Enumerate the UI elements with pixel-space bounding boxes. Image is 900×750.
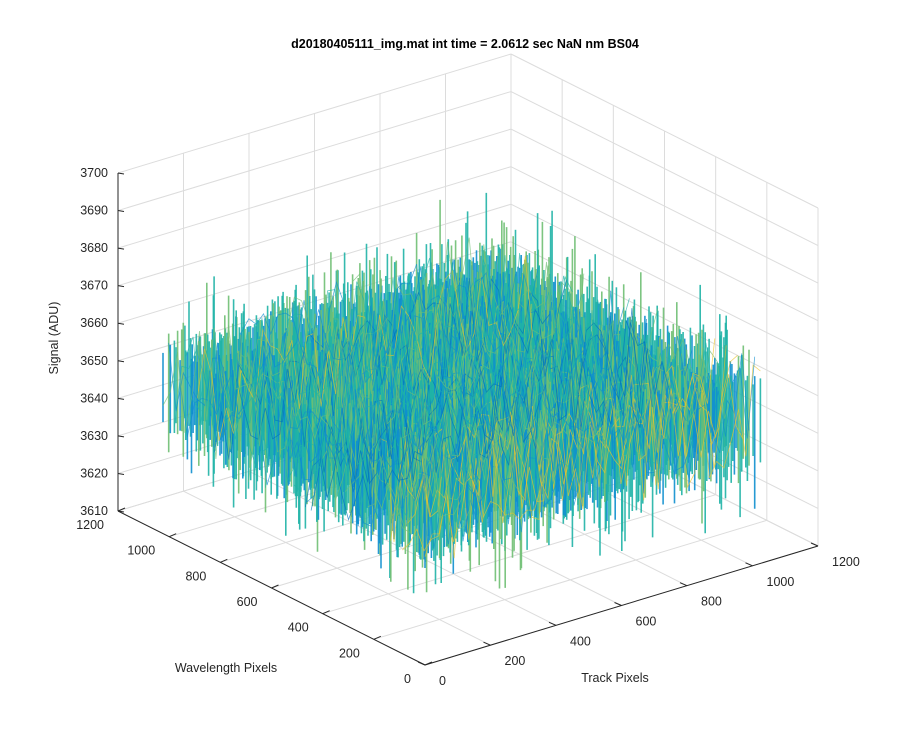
x-tick-label: 800 xyxy=(701,595,722,609)
surface-row xyxy=(242,275,579,471)
surface-row xyxy=(424,364,761,559)
z-tick-mark xyxy=(117,397,125,400)
grid-line xyxy=(510,166,819,322)
z-tick-mark xyxy=(117,247,125,250)
surface-row xyxy=(282,290,619,481)
y-tick-label: 800 xyxy=(185,569,206,583)
x-tick-label: 0 xyxy=(439,674,446,688)
x-tick-mark xyxy=(417,661,426,666)
z-tick-label: 3630 xyxy=(80,429,108,443)
y-tick-mark xyxy=(373,635,382,640)
x-tick-mark xyxy=(548,621,557,626)
grid-line xyxy=(117,128,512,249)
y-tick-label: 0 xyxy=(404,672,411,686)
surface-row xyxy=(413,353,750,554)
surface-row xyxy=(196,255,533,441)
z-tick-mark xyxy=(117,472,125,475)
z-tick-mark xyxy=(117,285,125,288)
z-tick-mark xyxy=(117,360,125,363)
x-tick-label: 600 xyxy=(636,615,657,629)
grid-line xyxy=(510,128,819,284)
surface-row xyxy=(270,301,607,457)
surface-row xyxy=(236,275,573,456)
z-tick-label: 3680 xyxy=(80,241,108,255)
surface-row xyxy=(225,261,562,442)
y-tick-mark xyxy=(220,558,228,563)
surface-row xyxy=(162,237,499,433)
z-tick-label: 3610 xyxy=(80,504,108,518)
grid-line xyxy=(510,91,819,247)
z-tick-label: 3640 xyxy=(80,391,108,405)
grid-line xyxy=(117,53,512,174)
z-tick-mark xyxy=(117,435,125,438)
z-tick-label: 3690 xyxy=(80,204,108,218)
grid-line xyxy=(322,494,716,615)
z-tick-label: 3660 xyxy=(80,316,108,330)
x-tick-mark xyxy=(679,582,688,587)
surface-row xyxy=(174,257,510,427)
z-tick-mark xyxy=(117,510,125,513)
x-tick-label: 400 xyxy=(570,634,591,648)
x-tick-mark xyxy=(810,542,819,547)
grid-line xyxy=(117,91,512,212)
z-tick-label: 3700 xyxy=(80,166,108,180)
surface-row xyxy=(327,331,664,501)
x-tick-label: 1200 xyxy=(832,555,860,569)
z-tick-label: 3670 xyxy=(80,279,108,293)
z-tick-mark xyxy=(117,172,125,175)
z-tick-mark xyxy=(117,210,125,213)
x-tick-mark xyxy=(614,602,622,606)
tick-labels: 3610 3620 3630 3640 3650 3660 3670 3680 3690 3700… xyxy=(76,166,860,688)
y-tick-mark xyxy=(271,584,279,589)
surface-mesh xyxy=(162,192,762,594)
surface-row xyxy=(191,252,528,440)
z-axis-label: Signal (ADU) xyxy=(47,302,61,375)
surface-row xyxy=(310,308,647,511)
y-tick-label: 400 xyxy=(288,621,309,635)
x-tick-label: 1000 xyxy=(767,575,795,589)
grid-line xyxy=(117,166,512,287)
y-tick-label: 200 xyxy=(339,646,360,660)
surface-row xyxy=(276,299,613,476)
x-axis-label: Track Pixels xyxy=(581,671,649,685)
x-tick-label: 200 xyxy=(505,654,526,668)
y-tick-mark xyxy=(322,610,330,615)
z-tick-label: 3650 xyxy=(80,354,108,368)
grid-line xyxy=(117,203,512,324)
grid-line xyxy=(373,519,767,640)
y-tick-mark xyxy=(117,507,126,512)
surface-row xyxy=(385,342,721,537)
chart-title: d20180405111_img.mat int time = 2.0612 s… xyxy=(291,37,639,51)
grid-line xyxy=(510,241,819,397)
x-tick-mark xyxy=(745,562,753,567)
y-tick-label: 1000 xyxy=(127,544,155,558)
z-tick-mark xyxy=(117,322,125,325)
y-axis-label: Wavelength Pixels xyxy=(175,661,277,675)
x-tick-mark xyxy=(483,641,491,646)
y-tick-mark xyxy=(168,533,177,538)
grid-line xyxy=(510,203,819,359)
surface-row xyxy=(168,259,505,418)
y-tick-label: 600 xyxy=(237,595,258,609)
y-tick-mark xyxy=(424,661,433,666)
y-tick-label: 1200 xyxy=(76,518,104,532)
surface-row xyxy=(259,294,596,486)
surface-row xyxy=(213,277,550,460)
z-tick-label: 3620 xyxy=(80,466,108,480)
grid-line xyxy=(510,53,819,209)
